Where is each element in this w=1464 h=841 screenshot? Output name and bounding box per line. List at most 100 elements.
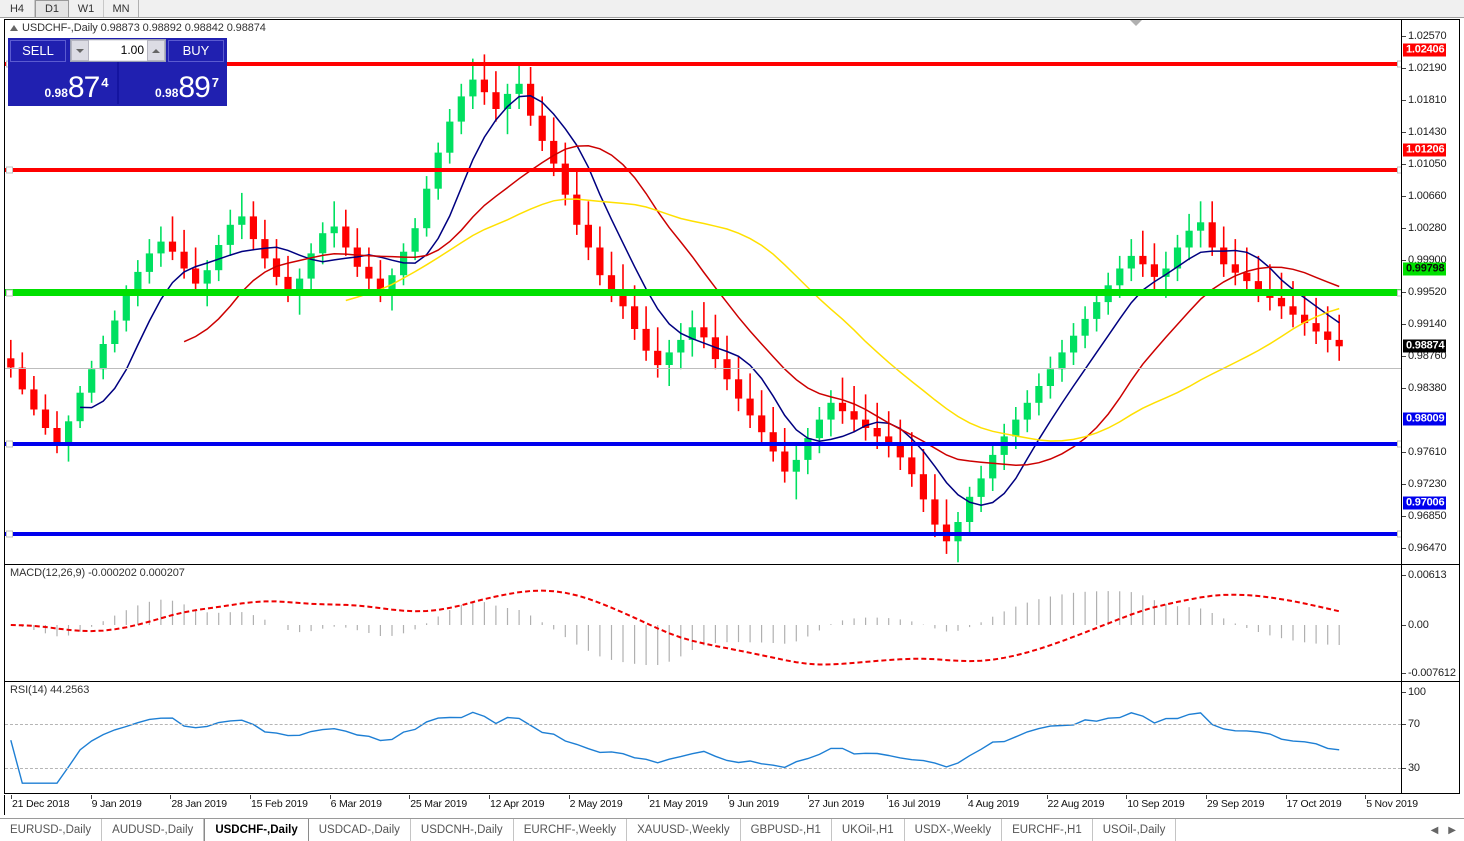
date-tick	[568, 795, 570, 799]
chart-tab-label: EURUSD-,Daily	[10, 824, 92, 836]
price-tick-label: 0.96470	[1408, 542, 1447, 555]
price-level-tag[interactable]: 0.98874	[1403, 339, 1447, 353]
chart-tab-label: UKOil-,H1	[841, 824, 894, 836]
date-tick	[409, 795, 411, 799]
chart-tab[interactable]: USDCHF-,Daily	[204, 819, 309, 841]
price-level-tag[interactable]: 1.02406	[1403, 43, 1447, 57]
date-tick-label: 21 May 2019	[649, 798, 708, 810]
price-tick-label: 0.98380	[1408, 381, 1447, 394]
macd-tick-mark	[1402, 673, 1406, 674]
timeframe-tab-w1[interactable]: W1	[69, 0, 104, 17]
chart-tab[interactable]: EURCHF-,H1	[1002, 819, 1093, 841]
resistance-line-2[interactable]	[5, 166, 1401, 174]
date-tick-label: 4 Aug 2019	[967, 798, 1020, 810]
rsi-tick-mark	[1402, 692, 1406, 693]
chart-tab-label: EURCHF-,Weekly	[523, 824, 617, 836]
sell-button[interactable]: SELL	[10, 40, 66, 62]
support-line-2[interactable]	[5, 530, 1401, 538]
trade-panel-quotes: 0.98 87 4 0.98 89 7	[8, 62, 227, 104]
timeframe-tab-mn[interactable]: MN	[104, 0, 139, 17]
chevron-down-icon[interactable]	[1130, 20, 1142, 26]
buy-button[interactable]: BUY	[168, 40, 224, 62]
date-tick-label: 5 Nov 2019	[1366, 798, 1418, 810]
timeframe-tab-h4[interactable]: H4	[0, 0, 35, 17]
timeframe-toolbar: H4 D1 W1 MN	[0, 0, 1464, 18]
macd-tick-label: 0.00613	[1408, 569, 1447, 581]
buy-quote[interactable]: 0.98 89 7	[116, 62, 228, 104]
support-line-1[interactable]	[5, 440, 1401, 448]
toolbar-spacer	[139, 0, 1464, 17]
chart-tab[interactable]: USDCAD-,Daily	[308, 819, 411, 841]
volume-decrease-icon[interactable]	[71, 40, 89, 61]
price-level-tag[interactable]: 0.98009	[1403, 412, 1447, 426]
date-tick-label: 12 Apr 2019	[489, 798, 545, 810]
chart-tab[interactable]: USDX-,Weekly	[904, 819, 1003, 841]
date-tick-label: 6 Mar 2019	[330, 798, 382, 810]
price-tick-label: 0.96850	[1408, 510, 1447, 523]
date-tick	[249, 795, 251, 799]
buy-price-main: 89	[178, 71, 210, 104]
date-tick	[1046, 795, 1048, 799]
one-click-trading-panel[interactable]: SELL 1.00 BUY 0.98 87 4 0.98 89 7	[8, 38, 227, 106]
chart-tab[interactable]: USDCNH-,Daily	[410, 819, 514, 841]
chart-tab-label: USDCAD-,Daily	[318, 824, 400, 836]
timeframe-tab-d1[interactable]: D1	[35, 0, 69, 17]
chart-header-label: USDCHF-,Daily 0.98873 0.98892 0.98842 0.…	[10, 22, 266, 34]
current-price-gridline	[5, 368, 1401, 369]
macd-label: MACD(12,26,9) -0.000202 0.000207	[10, 567, 185, 579]
tab-empty-space	[1176, 819, 1423, 841]
rsi-tick-mark	[1402, 768, 1406, 769]
date-tick-label: 9 Jun 2019	[728, 798, 779, 810]
tab-prev-icon[interactable]: ◀	[1430, 824, 1439, 836]
date-tick-label: 9 Jan 2019	[91, 798, 142, 810]
price-tick-label: 1.02570	[1408, 29, 1447, 42]
sell-quote[interactable]: 0.98 87 4	[8, 62, 117, 104]
price-pane[interactable]: USDCHF-,Daily 0.98873 0.98892 0.98842 0.…	[5, 20, 1459, 565]
volume-input[interactable]: 1.00	[89, 41, 147, 60]
date-tick	[1285, 795, 1287, 799]
sell-price-main: 87	[67, 71, 100, 104]
date-tick	[807, 795, 809, 799]
chart-tab-label: AUDUSD-,Daily	[112, 824, 194, 836]
date-tick-label: 25 Mar 2019	[410, 798, 468, 810]
price-tick-mark	[1402, 292, 1406, 293]
price-tick-label: 1.00280	[1408, 222, 1447, 235]
rsi-plot-area[interactable]	[5, 682, 1401, 793]
chart-tab-label: USDCHF-,Daily	[215, 824, 298, 836]
chart-tab[interactable]: AUDUSD-,Daily	[102, 819, 205, 841]
chart-tab[interactable]: GBPUSD-,H1	[740, 819, 832, 841]
price-tick-mark	[1402, 67, 1406, 69]
chart-tab[interactable]: XAUUSD-,Weekly	[627, 819, 741, 841]
price-level-tag[interactable]: 0.99798	[1403, 262, 1447, 276]
date-tick	[1205, 795, 1207, 799]
price-axis[interactable]: 1.02570 1.02190 1.01810 1.01430 1.01050 1.006…	[1401, 20, 1459, 564]
price-level-tag[interactable]: 1.01206	[1403, 143, 1447, 157]
candlestick-series	[7, 54, 1343, 563]
rsi-label: RSI(14) 44.2563	[10, 684, 90, 696]
tab-next-icon[interactable]: ▶	[1448, 824, 1456, 836]
chart-tab[interactable]: EURUSD-,Daily	[0, 819, 103, 841]
pivot-line[interactable]	[5, 289, 1401, 296]
macd-tick-label: 0.00	[1408, 619, 1429, 631]
chart-frame: USDCHF-,Daily 0.98873 0.98892 0.98842 0.…	[4, 19, 1460, 794]
rsi-pane[interactable]: RSI(14) 44.2563 100 70 30	[5, 682, 1459, 793]
rsi-series	[10, 711, 1340, 784]
price-plot-area[interactable]	[5, 20, 1401, 564]
macd-plot-area[interactable]	[5, 565, 1401, 681]
chart-tab[interactable]: USOil-,Daily	[1092, 819, 1177, 841]
chart-tab-label: USOil-,Daily	[1102, 824, 1166, 836]
timeframe-tab-label: D1	[44, 3, 60, 15]
price-tick-mark	[1402, 131, 1406, 133]
date-tick-label: 22 Aug 2019	[1047, 798, 1105, 810]
chart-tab-bar: EURUSD-,Daily AUDUSD-,Daily USDCHF-,Daily U…	[0, 818, 1464, 841]
date-tick-label: 27 Jun 2019	[808, 798, 865, 810]
price-tick-mark	[1402, 355, 1406, 357]
chart-tab[interactable]: UKOil-,H1	[831, 819, 905, 841]
chart-tab[interactable]: EURCHF-,Weekly	[513, 819, 628, 841]
macd-pane[interactable]: MACD(12,26,9) -0.000202 0.000207 0.00613…	[5, 565, 1459, 682]
price-level-tag[interactable]: 0.97006	[1403, 496, 1447, 510]
price-tick-mark	[1402, 323, 1406, 325]
volume-increase-icon[interactable]	[147, 40, 165, 61]
volume-stepper[interactable]: 1.00	[70, 39, 166, 62]
price-tick-label: 1.01050	[1408, 157, 1447, 170]
